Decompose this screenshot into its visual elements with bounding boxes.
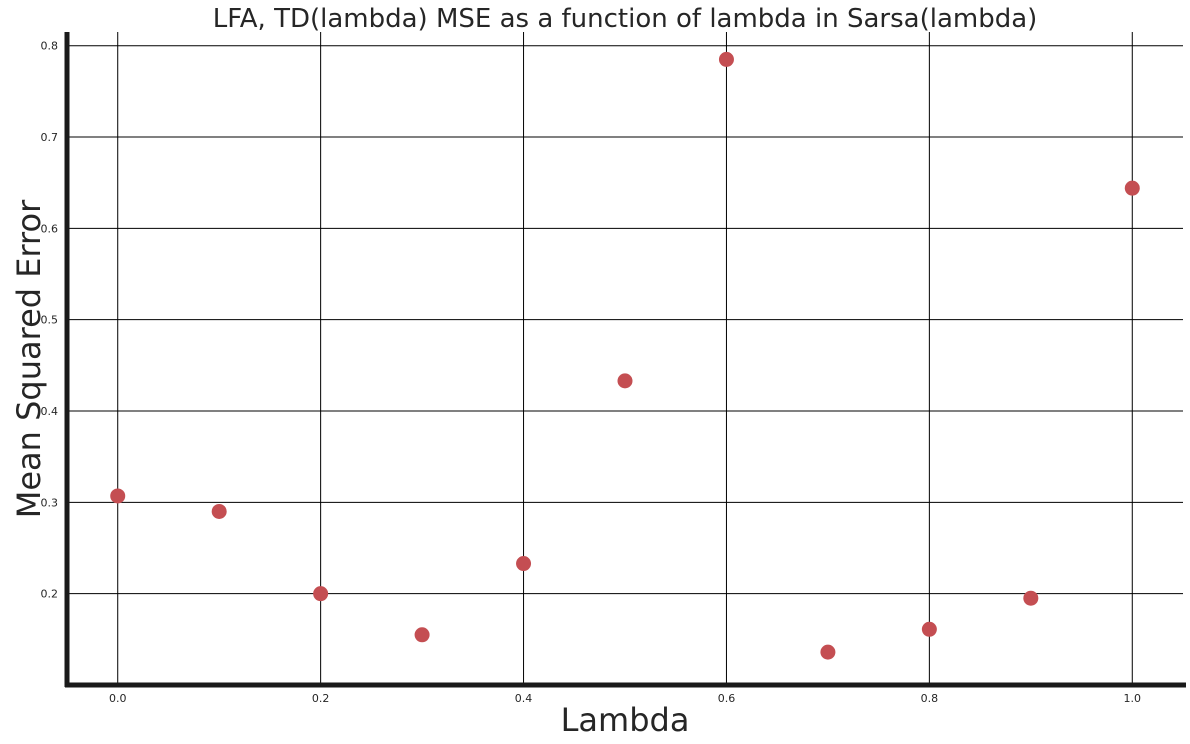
- data-point: [921, 621, 937, 637]
- grid: [67, 32, 1183, 685]
- data-points: [110, 51, 1140, 660]
- x-tick-label: 0.6: [718, 692, 736, 705]
- x-tick-label: 0.0: [109, 692, 127, 705]
- data-point: [718, 51, 734, 67]
- data-point: [1023, 590, 1039, 606]
- data-point: [313, 586, 329, 602]
- data-point: [617, 373, 633, 389]
- y-axis-label: Mean Squared Error: [10, 199, 48, 518]
- data-point: [820, 644, 836, 660]
- x-tick-label: 0.2: [312, 692, 330, 705]
- y-tick-label: 0.8: [41, 40, 59, 53]
- data-point: [1124, 180, 1140, 196]
- tick-labels: 0.0 0.2 0.4 0.6 0.8 1.0 0.2 0.3 0.4 0.5 0.6 0.7 0.8: [41, 40, 1142, 705]
- data-point: [414, 627, 430, 643]
- y-tick-label: 0.2: [41, 588, 59, 601]
- data-point: [211, 503, 227, 519]
- data-point: [110, 488, 126, 504]
- x-tick-label: 1.0: [1124, 692, 1142, 705]
- y-tick-label: 0.7: [41, 131, 59, 144]
- y-tick-label: 0.6: [41, 222, 59, 235]
- data-point: [516, 556, 532, 572]
- y-tick-label: 0.4: [41, 405, 59, 418]
- y-tick-label: 0.3: [41, 496, 59, 509]
- x-tick-label: 0.4: [515, 692, 533, 705]
- y-tick-label: 0.5: [41, 314, 59, 327]
- x-axis-label: Lambda: [561, 701, 690, 739]
- axes-spines: [64, 32, 1186, 688]
- chart-title: LFA, TD(lambda) MSE as a function of lam…: [213, 4, 1038, 34]
- x-tick-label: 0.8: [921, 692, 939, 705]
